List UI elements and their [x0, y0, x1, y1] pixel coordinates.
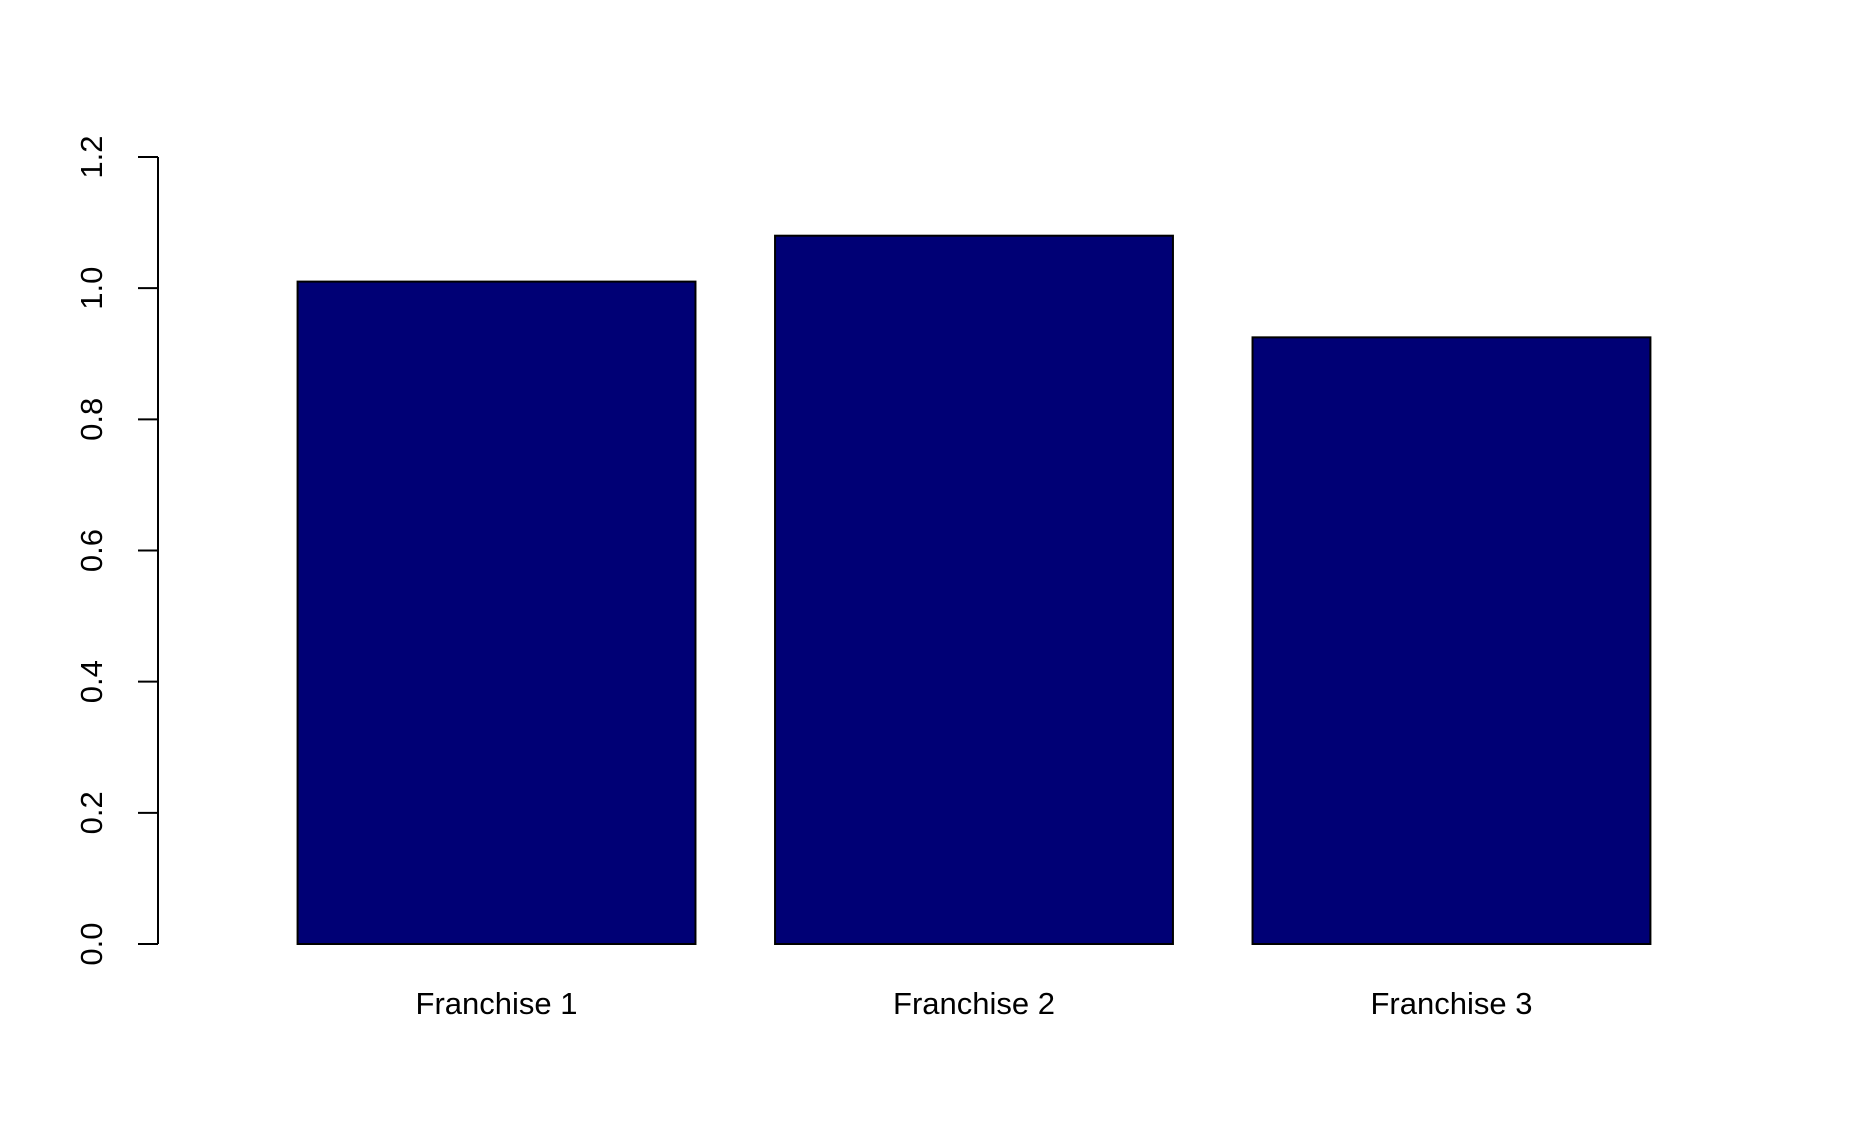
x-category-label: Franchise 1 [416, 986, 578, 1021]
bar-1 [296, 280, 697, 945]
y-tick-label: 0.6 [74, 529, 109, 572]
x-category-label: Franchise 2 [893, 986, 1055, 1021]
y-tick-label: 0.2 [74, 791, 109, 834]
y-axis: 0.0 0.2 0.4 0.6 0.8 1.0 1.2 [74, 135, 159, 966]
x-axis-labels: Franchise 1 Franchise 2 Franchise 3 [416, 986, 1533, 1021]
bars [296, 234, 1652, 945]
x-category-label: Franchise 3 [1370, 986, 1532, 1021]
y-tick-label: 0.0 [74, 922, 109, 965]
bar-2 [774, 234, 1174, 945]
y-tick-label: 0.8 [74, 398, 109, 441]
y-tick-label: 0.4 [74, 660, 109, 703]
y-tick-label: 1.0 [74, 267, 109, 310]
bar-3 [1251, 336, 1652, 945]
y-tick-label: 1.2 [74, 135, 109, 178]
